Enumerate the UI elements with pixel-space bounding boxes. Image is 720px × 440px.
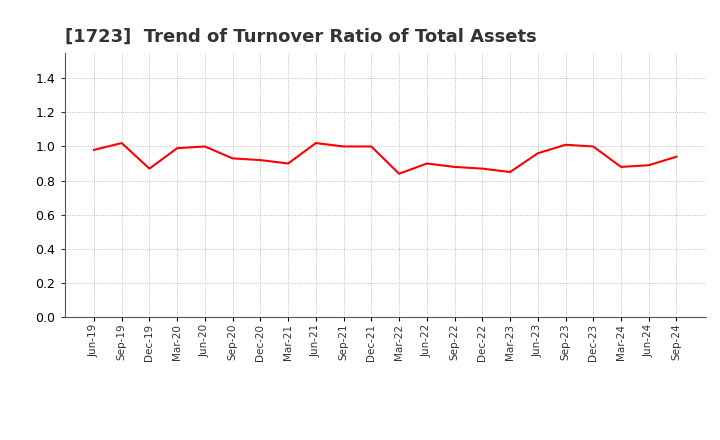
Text: [1723]  Trend of Turnover Ratio of Total Assets: [1723] Trend of Turnover Ratio of Total … xyxy=(65,28,536,46)
